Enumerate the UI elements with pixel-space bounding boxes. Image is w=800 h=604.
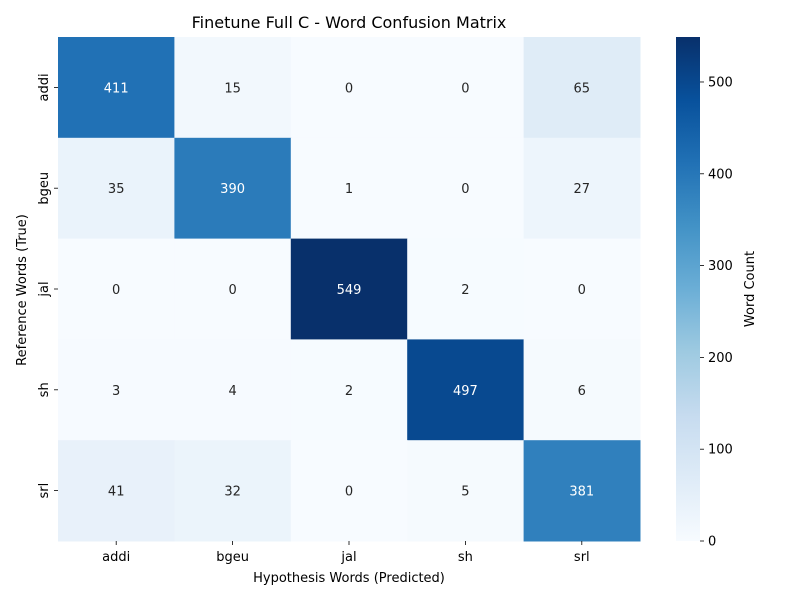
colorbar-ticks: 0 100 200 300 400 500 [700,75,733,550]
colorbar-tick-label: 100 [708,443,733,458]
colorbar-label: Word Count [743,251,758,327]
cell-value-label: 0 [112,283,120,298]
cell-value-label: 390 [220,182,245,197]
colorbar-tick-label: 500 [708,75,733,90]
heatmap-cell-bgeu-addi [58,137,175,240]
heatmap-cell-bgeu-srl [523,137,641,240]
colorbar-tick-label: 0 [708,535,716,550]
cell-value-label: 5 [461,485,469,500]
heatmap-cell-jal-jal [290,238,408,340]
heatmap-cell-sh-jal [290,339,408,441]
heatmap-cell-labels: 411 15 0 0 65 35 390 1 0 27 0 0 549 2 0 3 4 2 497 6 41 32 0 5 38… [104,81,594,499]
heatmap-cell-addi-jal [290,37,408,139]
x-tick-label: sh [458,550,473,565]
heatmap-cell-sh-srl [523,339,641,441]
heatmap-cell-srl-jal [290,440,408,542]
x-tick-label: bgeu [216,550,249,565]
y-tick-label: bgeu [37,172,52,205]
cell-value-label: 65 [574,81,591,96]
heatmap-cell-srl-sh [407,440,525,542]
cell-value-label: 0 [461,182,469,197]
cell-value-label: 32 [224,485,241,500]
colorbar-tick-label: 200 [708,351,733,366]
cell-value-label: 411 [104,81,129,96]
x-axis-ticks: addi bgeu jal sh srl [102,541,590,565]
cell-value-label: 0 [345,485,353,500]
colorbar-tick-label: 300 [708,259,733,274]
y-axis-label: Reference Words (True) [15,214,30,366]
cell-value-label: 27 [574,182,591,197]
cell-value-label: 2 [345,384,353,399]
cell-value-label: 15 [224,81,241,96]
heatmap-cell-srl-addi [58,440,175,542]
colorbar-tick-label: 400 [708,167,733,182]
x-tick-label: srl [574,550,590,565]
heatmap-cell-jal-sh [407,238,525,340]
cell-value-label: 497 [453,384,478,399]
heatmap-cell-addi-sh [407,37,525,139]
heatmap-cell-jal-addi [58,238,175,340]
cell-value-label: 0 [578,283,586,298]
heatmap-cell-bgeu-jal [290,137,408,240]
cell-value-label: 0 [461,81,469,96]
heatmap-cell-addi-addi [58,37,175,139]
x-tick-label: jal [340,550,356,565]
y-tick-label: addi [37,73,52,101]
heatmap-cell-bgeu-sh [407,137,525,240]
heatmap-cell-jal-bgeu [174,238,292,340]
cell-value-label: 35 [108,182,125,197]
chart-title: Finetune Full C - Word Confusion Matrix [192,13,507,32]
y-tick-label: jal [37,281,52,297]
cell-value-label: 1 [345,182,353,197]
cell-value-label: 6 [578,384,586,399]
cell-value-label: 4 [228,384,236,399]
cell-value-label: 0 [345,81,353,96]
y-tick-label: sh [37,382,52,397]
cell-value-label: 3 [112,384,120,399]
cell-value-label: 381 [569,485,594,500]
x-tick-label: addi [102,550,130,565]
heatmap-cell-srl-bgeu [174,440,292,542]
x-axis-label: Hypothesis Words (Predicted) [253,571,445,586]
heatmap-cell-srl-srl [523,440,641,542]
heatmap-cell-sh-bgeu [174,339,292,441]
cell-value-label: 549 [337,283,362,298]
heatmap-cell-addi-bgeu [174,37,292,139]
heatmap-cell-addi-srl [523,37,641,139]
cell-value-label: 0 [228,283,236,298]
y-axis-ticks: addi bgeu jal sh srl [37,73,58,498]
heatmap-cell-jal-srl [523,238,641,340]
heatmap-cell-sh-sh [407,339,525,441]
colorbar [676,37,700,541]
y-tick-label: srl [37,483,52,499]
heatmap-cell-sh-addi [58,339,175,441]
cell-value-label: 2 [461,283,469,298]
heatmap-cell-bgeu-bgeu [174,137,292,240]
heatmap-cells [58,37,641,542]
cell-value-label: 41 [108,485,125,500]
